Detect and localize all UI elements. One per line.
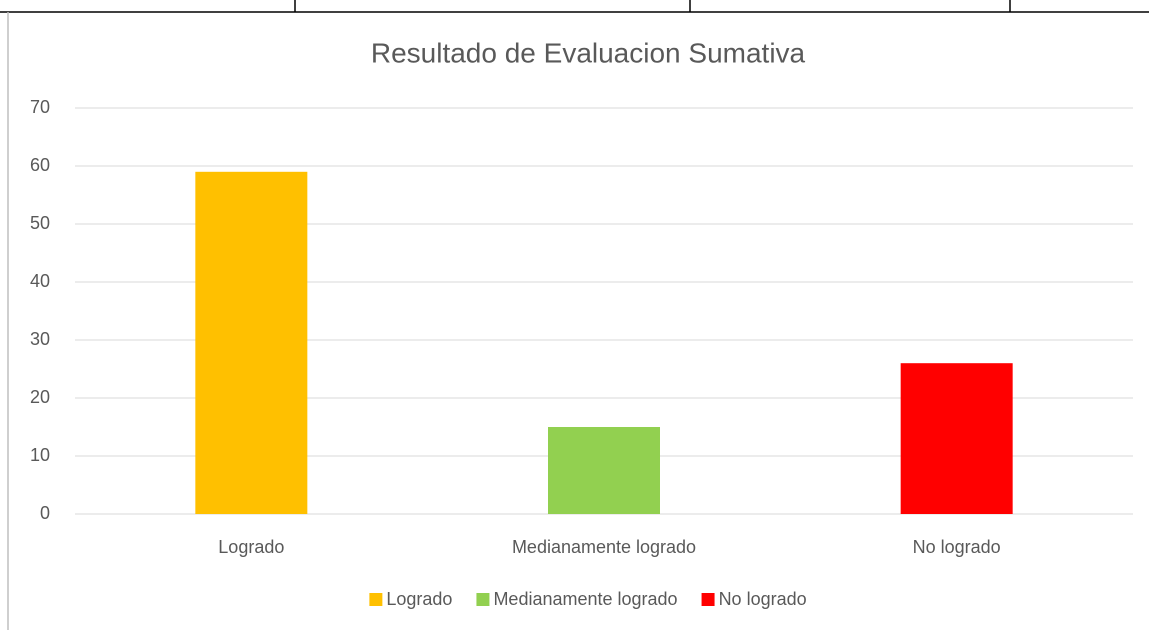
legend-label: Logrado: [386, 589, 452, 609]
legend-swatch: [369, 593, 383, 606]
x-tick-label: Logrado: [218, 537, 284, 557]
bar: [548, 427, 660, 514]
x-tick-label: No logrado: [913, 537, 1001, 557]
bar: [900, 363, 1013, 514]
chart-title: Resultado de Evaluacion Sumativa: [371, 37, 806, 68]
y-tick-label: 70: [30, 97, 50, 117]
y-tick-label: 50: [30, 213, 50, 233]
legend-swatch: [701, 593, 715, 606]
y-tick-label: 10: [30, 445, 50, 465]
legend-swatch: [476, 593, 490, 606]
y-tick-label: 0: [40, 503, 50, 523]
legend-label: Medianamente logrado: [493, 589, 677, 609]
y-tick-label: 40: [30, 271, 50, 291]
y-tick-label: 20: [30, 387, 50, 407]
bar: [195, 171, 308, 515]
legend-label: No logrado: [719, 589, 807, 609]
x-tick-label: Medianamente logrado: [512, 537, 696, 557]
y-tick-label: 60: [30, 155, 50, 175]
legend: Logrado Medianamente logrado No logrado: [369, 589, 807, 609]
y-tick-label: 30: [30, 329, 50, 349]
